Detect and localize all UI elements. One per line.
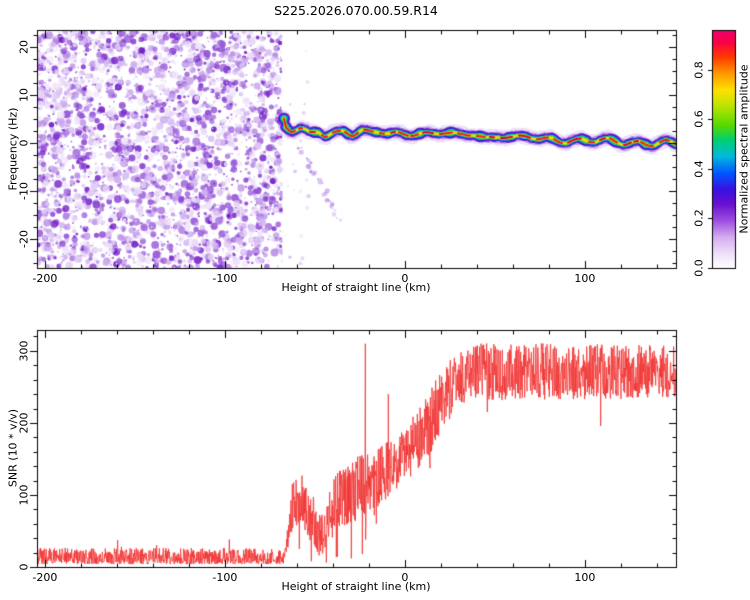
bottom-yaxis-label: SNR (10 * v/v) xyxy=(6,408,20,488)
figure-title: S225.2026.070.00.59.R14 xyxy=(274,3,438,18)
top-xaxis-label: Height of straight line (km) xyxy=(281,281,431,294)
bottom-xaxis-label: Height of straight line (km) xyxy=(281,580,431,593)
colorbar-label: Normalized spectral amplitude xyxy=(737,64,750,234)
top-yaxis-label: Frequency (Hz) xyxy=(6,107,20,191)
